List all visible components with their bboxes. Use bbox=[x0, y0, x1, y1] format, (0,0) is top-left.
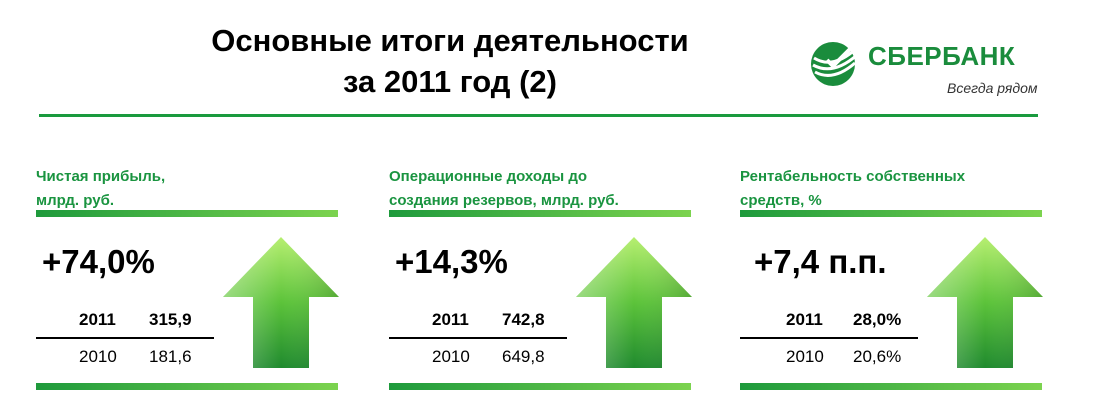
row-value: 28,0% bbox=[853, 310, 902, 329]
card-title-line2: средств, % bbox=[740, 192, 822, 209]
row-year: 2011 bbox=[432, 310, 469, 329]
sberbank-logo-icon bbox=[811, 42, 859, 86]
card-net-profit: Чистая прибыль, млрд. руб. +74,0% 2011 3… bbox=[36, 165, 339, 395]
row-year: 2011 bbox=[79, 310, 116, 329]
card-title-line2: млрд. руб. bbox=[36, 192, 115, 209]
up-arrow-icon bbox=[576, 237, 692, 368]
row-value: 181,6 bbox=[149, 347, 192, 366]
row-value: 742,8 bbox=[502, 310, 545, 329]
row-value: 315,9 bbox=[149, 310, 192, 329]
card-top-bar bbox=[740, 210, 1042, 217]
row-year: 2010 bbox=[79, 347, 117, 366]
row-divider bbox=[36, 337, 214, 339]
card-title-line2: создания резервов, млрд. руб. bbox=[389, 192, 619, 209]
row-divider bbox=[389, 337, 567, 339]
row-year: 2010 bbox=[432, 347, 470, 366]
row-value: 649,8 bbox=[502, 347, 545, 366]
row-value: 20,6% bbox=[853, 347, 902, 366]
card-bottom-bar bbox=[36, 383, 338, 390]
card-top-bar bbox=[36, 210, 338, 217]
card-return-on-equity: Рентабельность собственных средств, % +7… bbox=[740, 165, 1043, 395]
card-title-line1: Операционные доходы до bbox=[389, 168, 588, 185]
change-value: +74,0% bbox=[42, 243, 155, 280]
page-title: Основные итоги деятельности за 2011 год … bbox=[150, 20, 750, 102]
card-top-bar bbox=[389, 210, 691, 217]
card-title-line1: Чистая прибыль, bbox=[36, 168, 166, 185]
header-divider bbox=[39, 114, 1038, 117]
card-bottom-bar bbox=[740, 383, 1042, 390]
card-title: Чистая прибыль, млрд. руб. bbox=[36, 165, 336, 213]
sberbank-logo: СБЕРБАНК Всегда рядом bbox=[805, 36, 1045, 106]
page-title-line2: за 2011 год (2) bbox=[343, 64, 557, 99]
card-operating-income: Операционные доходы до создания резервов… bbox=[389, 165, 692, 395]
card-title: Рентабельность собственных средств, % bbox=[740, 165, 1040, 213]
card-title: Операционные доходы до создания резервов… bbox=[389, 165, 689, 213]
up-arrow-icon bbox=[927, 237, 1043, 368]
card-bottom-bar bbox=[389, 383, 691, 390]
page-title-line1: Основные итоги деятельности bbox=[211, 23, 689, 58]
card-title-line1: Рентабельность собственных bbox=[740, 168, 966, 185]
change-value: +14,3% bbox=[395, 243, 508, 280]
row-year: 2011 bbox=[786, 310, 823, 329]
row-year: 2010 bbox=[786, 347, 824, 366]
up-arrow-icon bbox=[223, 237, 339, 368]
row-divider bbox=[740, 337, 918, 339]
logo-slogan: Всегда рядом bbox=[947, 80, 1038, 96]
logo-name: СБЕРБАНК bbox=[868, 41, 1016, 71]
change-value: +7,4 п.п. bbox=[754, 243, 887, 280]
